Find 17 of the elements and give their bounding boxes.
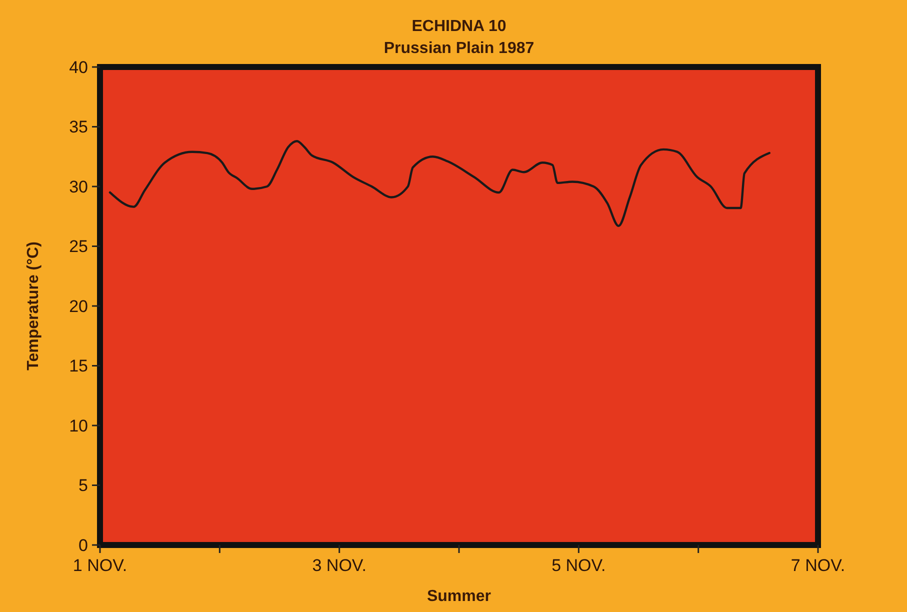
y-tick-label: 10: [69, 416, 88, 436]
x-tick-label: 1 NOV.: [72, 556, 128, 575]
y-tick-label: 20: [69, 296, 88, 316]
chart-subtitle: Prussian Plain 1987: [384, 40, 534, 57]
y-tick-label: 0: [78, 536, 88, 555]
chart-title: ECHIDNA 10: [412, 18, 506, 35]
x-tick-label: 3 NOV.: [312, 556, 366, 575]
x-tick-label: 5 NOV.: [552, 556, 606, 575]
x-tick-label: 7 NOV.: [790, 556, 846, 575]
y-tick-label: 30: [69, 177, 88, 196]
y-tick-label: 25: [69, 237, 88, 256]
x-axis-title: Summer: [426, 588, 492, 605]
y-tick-label: 15: [69, 356, 88, 376]
y-tick-label: 5: [78, 476, 88, 496]
y-tick-label: 40: [69, 58, 88, 77]
y-tick-label: 35: [69, 118, 88, 137]
y-axis-title: Temperature (°C): [25, 242, 42, 370]
